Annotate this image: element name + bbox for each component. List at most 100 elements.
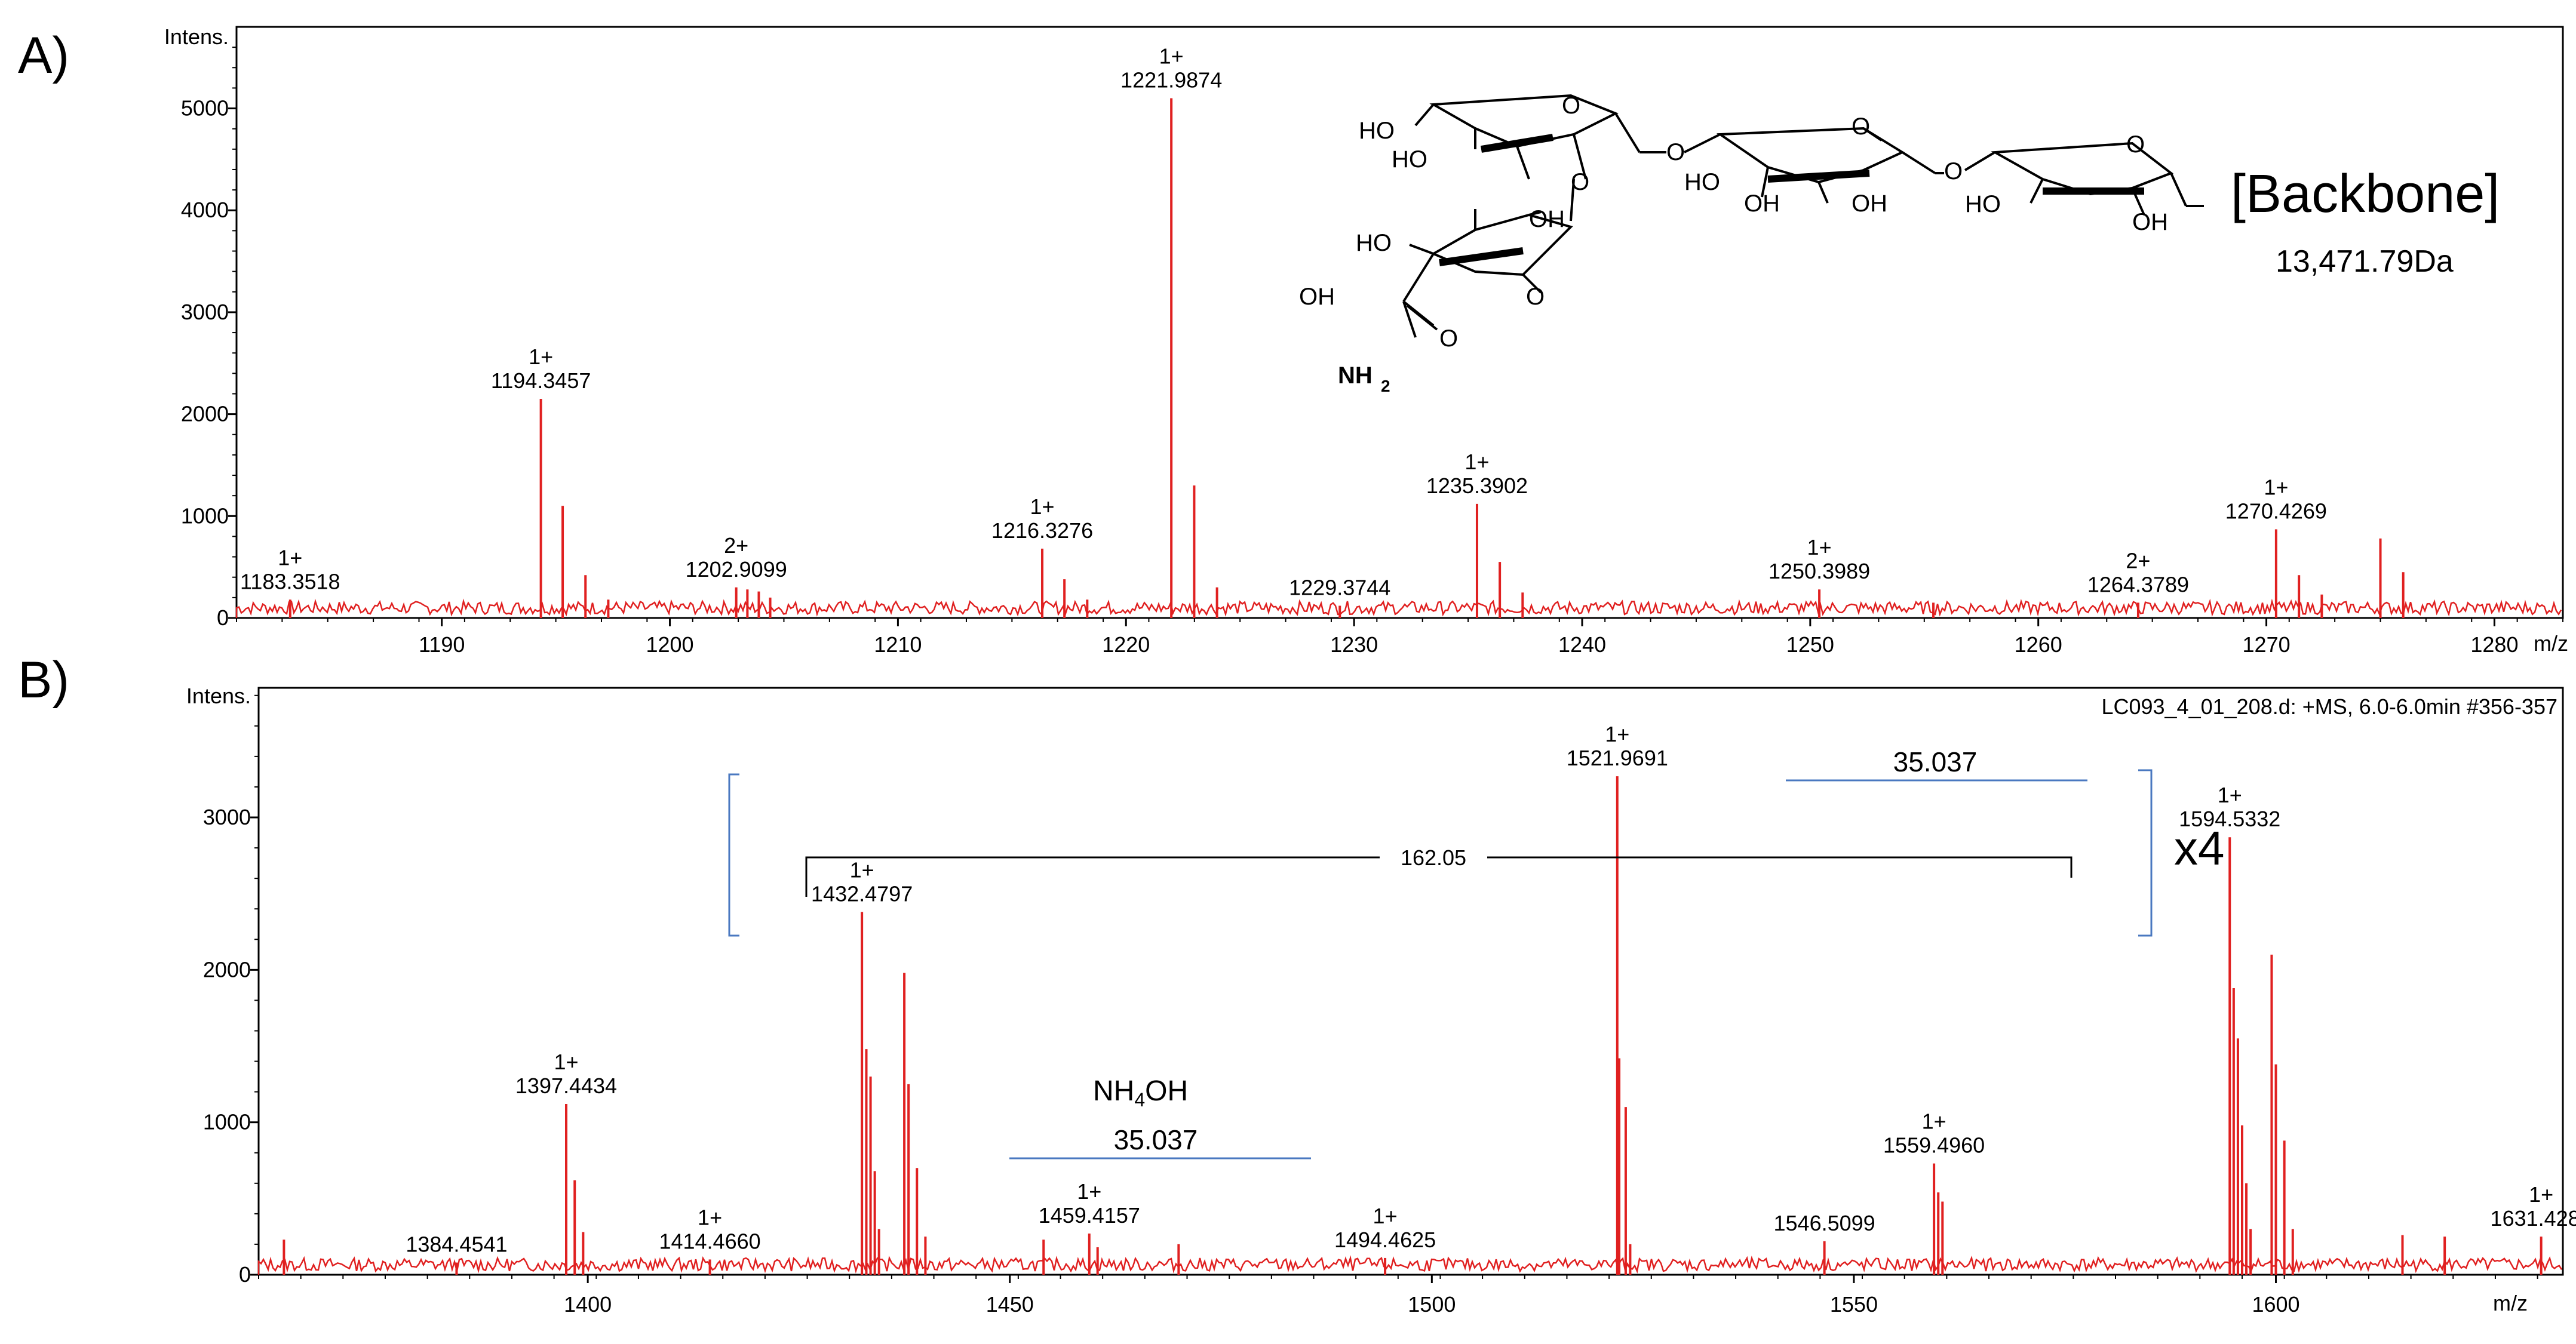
svg-text:O: O: [1571, 169, 1589, 195]
peak-charge-label: 1+: [1464, 450, 1489, 474]
y-tick-label: 3000: [203, 805, 251, 829]
panel-a-xlabel: m/z: [2534, 631, 2568, 656]
y-tick-label: 1000: [203, 1110, 251, 1134]
backbone-structure-atoms: HO HO O O O HO O OH OH O O HO OH OH HO O…: [1299, 93, 2168, 395]
peak-mz-label: 1494.4625: [1334, 1228, 1436, 1252]
y-tick-label: 2000: [203, 957, 251, 982]
peak-charge-label: 1+: [529, 345, 553, 369]
panel-b-header: LC093_4_01_208.d: +MS, 6.0-6.0min #356-3…: [2101, 694, 2557, 719]
peak-charge-label: 1+: [1077, 1179, 1101, 1204]
panel-b-peak-labels: 1384.45411397.44341+1414.46601+1432.4797…: [406, 722, 2576, 1256]
panel-b-noise: [257, 1255, 2563, 1275]
panel-b: B) Intens. m/z LC093_4_01_208.d: +MS, 6.…: [18, 651, 2576, 1317]
delta-line: [805, 856, 2073, 897]
panel-b-ylabel: Intens.: [186, 684, 251, 708]
panel-a-noise: [235, 598, 2562, 618]
peak-charge-label: 1+: [554, 1050, 578, 1074]
x-tick-label: 1260: [2015, 632, 2062, 657]
peak-mz-label: 1384.4541: [406, 1232, 507, 1257]
panel-a-peaks: [288, 98, 2405, 618]
x-tick-label: 1200: [646, 632, 693, 657]
bracket-left: [728, 773, 739, 937]
panel-a-ylabel: Intens.: [164, 24, 229, 49]
y-tick-label: 4000: [181, 198, 229, 222]
x-tick-label: 1270: [2243, 632, 2291, 657]
panel-b-frame: [257, 687, 2564, 1276]
peak-charge-label: 1+: [1605, 722, 1629, 746]
peak-mz-label: 1546.5099: [1774, 1211, 1875, 1235]
x-tick-label: 1190: [419, 632, 465, 657]
peak-mz-label: 1229.3744: [1289, 576, 1390, 600]
peak-mz-label: 1521.9691: [1567, 746, 1668, 770]
peak-mz-label: 1459.4157: [1039, 1203, 1140, 1228]
multiplier-label: x4: [2174, 822, 2225, 875]
svg-text:OH: OH: [1852, 190, 1887, 217]
backbone-title: [Backbone]: [2231, 164, 2500, 224]
peak-charge-label: 1+: [1807, 535, 1832, 559]
svg-text:HO: HO: [1965, 191, 2001, 217]
peak-charge-label: 1+: [1373, 1204, 1398, 1228]
peak-charge-label: 1+: [850, 857, 874, 882]
peak-mz-label: 1264.3789: [2087, 572, 2189, 596]
x-tick-label: 1210: [874, 632, 922, 657]
peak-charge-label: 1+: [698, 1205, 722, 1229]
peak-mz-label: 1216.3276: [991, 518, 1093, 543]
svg-text:O: O: [2126, 131, 2145, 158]
svg-text:O: O: [1852, 113, 1870, 140]
bracket-right: [2138, 769, 2153, 937]
peak-mz-label: 1594.5332: [2179, 807, 2280, 831]
svg-text:O: O: [1526, 284, 1545, 310]
svg-text:OH: OH: [2132, 209, 2168, 235]
panel-a-ticks: 1190 1200 1210 1220 1230 1240 1250 1260 1270 1280…: [181, 47, 2563, 657]
svg-text:HO: HO: [1356, 230, 1392, 256]
y-tick-label: 3000: [181, 300, 229, 324]
peak-mz-label: 1270.4269: [2225, 499, 2327, 524]
peak-charge-label: 1+: [2218, 783, 2242, 807]
x-tick-label: 1220: [1102, 632, 1150, 657]
x-tick-label: 1600: [2252, 1292, 2299, 1317]
x-tick-label: 1230: [1330, 632, 1378, 657]
panel-a-label: A): [18, 27, 69, 84]
peak-mz-label: 1202.9099: [686, 557, 787, 582]
svg-text:HO: HO: [1684, 169, 1720, 195]
panel-b-label: B): [18, 651, 69, 709]
svg-text:OH: OH: [1299, 284, 1335, 310]
svg-text:O: O: [1666, 139, 1685, 165]
peak-mz-label: 1221.9874: [1120, 67, 1222, 92]
svg-text:HO: HO: [1359, 118, 1395, 144]
delta-main-label: 162.05: [1401, 845, 1466, 870]
peak-mz-label: 1183.3518: [240, 569, 340, 593]
peak-charge-label: 1+: [2264, 475, 2288, 500]
x-tick-label: 1250: [1786, 632, 1834, 657]
peak-mz-label: 1432.4797: [811, 881, 913, 906]
reagent-label: NH4OH: [1093, 1075, 1188, 1111]
x-tick-label: 1240: [1558, 632, 1606, 657]
svg-text:NH: NH: [1338, 362, 1373, 389]
peak-charge-label: 1+: [2529, 1182, 2553, 1207]
delta-low-label: 35.037: [1114, 1124, 1198, 1155]
peak-charge-label: 1+: [278, 545, 302, 570]
panel-a-peak-labels: 1183.35181+1194.34571+1202.90992+1216.32…: [240, 44, 2327, 599]
peak-mz-label: 1235.3902: [1426, 473, 1528, 498]
backbone-mass: 13,471.79Da: [2276, 244, 2454, 279]
panel-b-peaks: [283, 776, 2543, 1275]
panel-a: A) Intens. m/z 1190 1200 1210 1220 1230 1240 1…: [18, 24, 2568, 657]
y-tick-label: 2000: [181, 402, 229, 426]
x-tick-label: 1400: [564, 1292, 612, 1317]
peak-charge-label: 2+: [2126, 548, 2150, 573]
backbone-structure-drawing: [1402, 94, 2204, 338]
svg-text:O: O: [1439, 325, 1458, 352]
x-tick-label: 1500: [1408, 1292, 1456, 1317]
peak-mz-label: 1250.3989: [1768, 559, 1870, 583]
y-tick-label: 5000: [181, 96, 229, 121]
svg-text:HO: HO: [1392, 146, 1427, 173]
y-tick-label: 0: [239, 1262, 251, 1287]
svg-text:O: O: [1944, 158, 1963, 184]
peak-mz-label: 1559.4960: [1883, 1133, 1985, 1158]
svg-text:OH: OH: [1529, 206, 1565, 232]
x-tick-label: 1280: [2470, 632, 2518, 657]
peak-mz-label: 1414.4660: [659, 1229, 760, 1253]
panel-a-frame: [235, 26, 2564, 619]
